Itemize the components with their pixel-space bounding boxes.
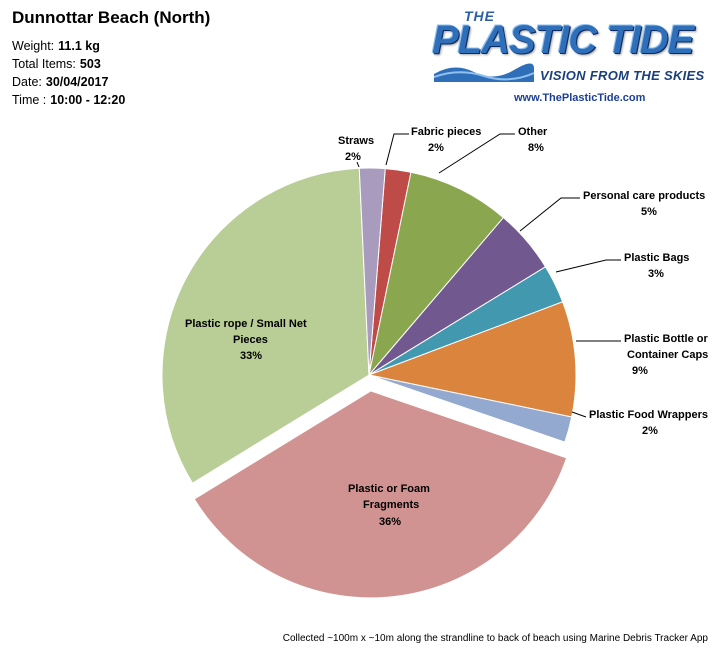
- page-title: Dunnottar Beach (North): [12, 8, 211, 27]
- leader-line-plastic-food-wrappers: [571, 411, 587, 418]
- time-value: 10:00 - 12:20: [50, 93, 126, 107]
- weight-value: 11.1 kg: [58, 39, 100, 53]
- leader-line-personal-care-products: [519, 197, 580, 232]
- data-label-name-straws: Straws: [338, 135, 374, 147]
- leader-line-plastic-bags: [555, 259, 621, 273]
- data-label-name-other: Other: [518, 126, 548, 138]
- items-label: Total Items:: [12, 57, 76, 71]
- pie-slice-plastic-rope-small-net-pieces: [161, 167, 370, 484]
- data-label-name-plastic-or-foam-fragments: Plastic or Foam: [348, 483, 430, 495]
- date-row: Date: 30/04/2017: [12, 73, 210, 91]
- plastic-tide-logo: THE PLASTIC TIDE VISION FROM THE SKIES w…: [430, 8, 714, 108]
- weight-row: Weight: 11.1 kg: [12, 37, 210, 55]
- pie-slice-straws: [358, 167, 386, 376]
- logo-tagline: VISION FROM THE SKIES: [540, 68, 705, 83]
- date-label: Date:: [12, 75, 42, 89]
- data-label-value-straws: 2%: [345, 151, 361, 163]
- data-label-value-other: 8%: [528, 142, 544, 154]
- leader-line-other: [438, 133, 515, 174]
- items-value: 503: [79, 57, 101, 71]
- pie-slice-plastic-food-wrappers: [368, 374, 573, 443]
- data-label-name-plastic-rope-small-net-pieces: Plastic rope / Small Net: [185, 318, 307, 330]
- collection-note: Collected ~100m x ~10m along the strandl…: [282, 633, 708, 644]
- wave-icon: [434, 63, 534, 82]
- data-label-value-plastic-bags: 3%: [648, 268, 664, 280]
- data-label-name-plastic-food-wrappers: Plastic Food Wrappers: [589, 409, 708, 421]
- pie-slice-plastic-bottle-or-container-caps: [367, 301, 577, 418]
- items-row: Total Items: 503: [12, 55, 210, 73]
- data-label-name-fabric-pieces: Fabric pieces: [411, 126, 481, 138]
- data-label-name-plastic-bags: Plastic Bags: [624, 252, 689, 264]
- time-row: Time :10:00 - 12:20: [12, 91, 210, 109]
- data-label-name-plastic-rope-small-net-pieces: Pieces: [233, 334, 268, 346]
- data-label-value-plastic-food-wrappers: 2%: [642, 425, 658, 437]
- time-label: Time :: [12, 93, 47, 107]
- pie-slice-other: [368, 171, 505, 376]
- weight-label: Weight:: [12, 39, 55, 53]
- pie-slice-plastic-or-foam-fragments: [193, 390, 568, 599]
- data-label-value-plastic-bottle-or-container-caps: 9%: [632, 365, 648, 377]
- data-label-value-plastic-rope-small-net-pieces: 33%: [240, 350, 262, 362]
- data-label-name-plastic-bottle-or-container-caps: Container Caps: [627, 349, 708, 361]
- data-label-value-fabric-pieces: 2%: [428, 142, 444, 154]
- data-label-name-plastic-or-foam-fragments: Fragments: [363, 499, 419, 511]
- logo-name-text: PLASTIC TIDE: [432, 18, 694, 62]
- data-label-name-plastic-bottle-or-container-caps: Plastic Bottle or: [624, 333, 708, 345]
- header: Dunnottar Beach (North) Weight: 11.1 kg T…: [12, 8, 210, 109]
- leader-line-straws: [356, 161, 360, 168]
- leader-line-fabric-pieces: [385, 133, 409, 166]
- data-label-value-plastic-or-foam-fragments: 36%: [379, 516, 401, 528]
- date-value: 30/04/2017: [45, 75, 109, 89]
- data-label-name-personal-care-products: Personal care products: [583, 190, 705, 202]
- logo-the-text: THE: [464, 8, 495, 24]
- data-label-value-personal-care-products: 5%: [641, 206, 657, 218]
- logo-url: www.ThePlasticTide.com: [514, 92, 646, 104]
